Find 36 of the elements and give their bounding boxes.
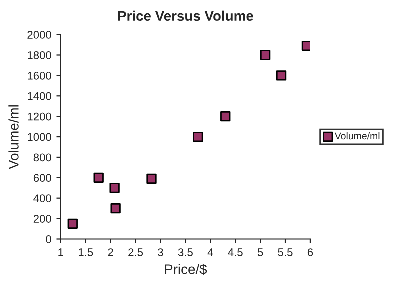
x-tick-label: 1.5 bbox=[78, 248, 94, 256]
y-tick-label: 1000 bbox=[28, 133, 52, 142]
x-tick-label: 2 bbox=[108, 248, 114, 256]
x-tick-label: 3 bbox=[158, 248, 164, 256]
x-tick-label: 5 bbox=[258, 248, 264, 256]
y-tick-label: 1400 bbox=[28, 92, 52, 100]
y-axis-title: Volume/ml bbox=[8, 106, 19, 170]
point bbox=[220, 111, 231, 122]
y-tick-label: 1800 bbox=[28, 52, 52, 60]
y-tick-label: 800 bbox=[34, 154, 52, 162]
x-tick-label: 2.5 bbox=[128, 248, 144, 256]
y-tick-label: 2000 bbox=[28, 31, 52, 39]
chart-title: Price Versus Volume bbox=[118, 10, 254, 22]
x-tick-label: 3.5 bbox=[178, 248, 193, 256]
y-tick-label: 600 bbox=[34, 174, 52, 182]
point bbox=[146, 174, 157, 184]
y-tick-label: 400 bbox=[34, 194, 52, 202]
y-tick-label: 0 bbox=[46, 236, 52, 244]
y-tick-label: 1600 bbox=[28, 72, 52, 80]
point bbox=[260, 50, 271, 60]
point bbox=[110, 183, 120, 194]
point bbox=[193, 132, 204, 142]
point bbox=[276, 70, 287, 81]
x-tick-label: 6 bbox=[308, 248, 314, 256]
y-tick-label: 200 bbox=[34, 215, 52, 223]
point bbox=[68, 218, 78, 230]
x-tick-label: 1 bbox=[58, 248, 64, 256]
point bbox=[302, 40, 310, 52]
x-axis-title: Price/$ bbox=[165, 264, 208, 276]
point bbox=[110, 203, 121, 214]
x-tick-label: 5.5 bbox=[278, 248, 293, 256]
point bbox=[94, 172, 104, 183]
x-tick-label: 4.5 bbox=[228, 248, 243, 256]
y-tick-label: 1200 bbox=[28, 112, 52, 121]
legend-label: Volume/ml bbox=[334, 132, 380, 140]
x-tick-label: 4 bbox=[208, 248, 214, 256]
